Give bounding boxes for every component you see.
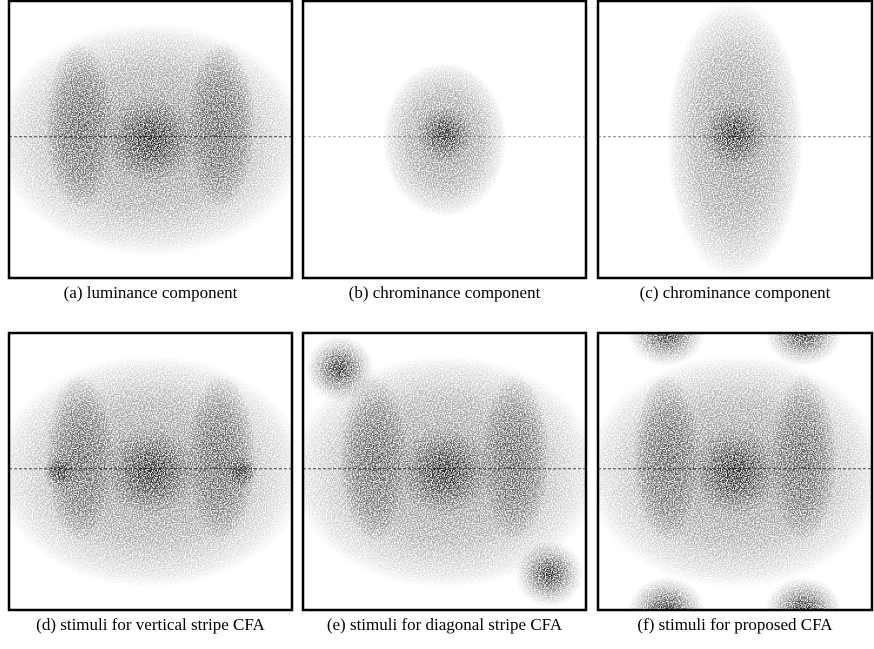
spectral-peak — [634, 375, 700, 541]
figure-panel: (b) chrominance component — [303, 1, 586, 302]
spectral-peak — [399, 427, 490, 516]
spectrum-image — [584, 300, 874, 643]
spectral-peak — [43, 455, 77, 488]
spectrum — [382, 62, 507, 217]
figure-panel: (d) stimuli for vertical stripe CFA — [0, 333, 306, 634]
spectrum — [584, 300, 874, 643]
spectral-peak — [105, 95, 196, 184]
panel-caption: (e) stimuli for diagonal stripe CFA — [327, 615, 563, 634]
spectral-peak — [105, 427, 196, 516]
panel-caption: (d) stimuli for vertical stripe CFA — [36, 615, 265, 634]
spectrum-image — [303, 62, 586, 217]
spectral-peak — [702, 101, 768, 167]
spectral-peak — [481, 375, 549, 541]
panel-caption: (b) chrominance component — [349, 283, 541, 302]
spectrum — [0, 23, 306, 256]
panel-caption: (f) stimuli for proposed CFA — [637, 615, 833, 634]
figure-panel: (e) stimuli for diagonal stripe CFA — [289, 333, 600, 634]
figure: (a) luminance component (b) chrominance c… — [0, 0, 874, 644]
spectrum — [0, 355, 306, 588]
panel-caption: (a) luminance component — [64, 283, 238, 302]
spectrum-image — [289, 336, 600, 607]
spectral-peak — [46, 43, 114, 209]
spectral-peak — [187, 43, 255, 209]
figure-panel: (a) luminance component — [0, 1, 306, 302]
figure-panel: (c) chrominance component — [598, 1, 872, 302]
spectral-peak — [416, 106, 473, 161]
spectrum — [289, 336, 600, 607]
figure-panel: (f) stimuli for proposed CFA — [584, 300, 874, 643]
spectral-peak — [691, 427, 779, 516]
panel-caption: (c) chrominance component — [640, 283, 831, 302]
spectral-peak — [224, 455, 258, 488]
spectral-peak — [771, 375, 837, 541]
spectral-peak — [515, 541, 583, 607]
spectrum-image — [598, 1, 872, 278]
spectrum-image — [0, 355, 306, 588]
spectrum — [667, 1, 804, 278]
spectrum-image — [0, 23, 306, 256]
spectral-peak — [306, 336, 374, 402]
